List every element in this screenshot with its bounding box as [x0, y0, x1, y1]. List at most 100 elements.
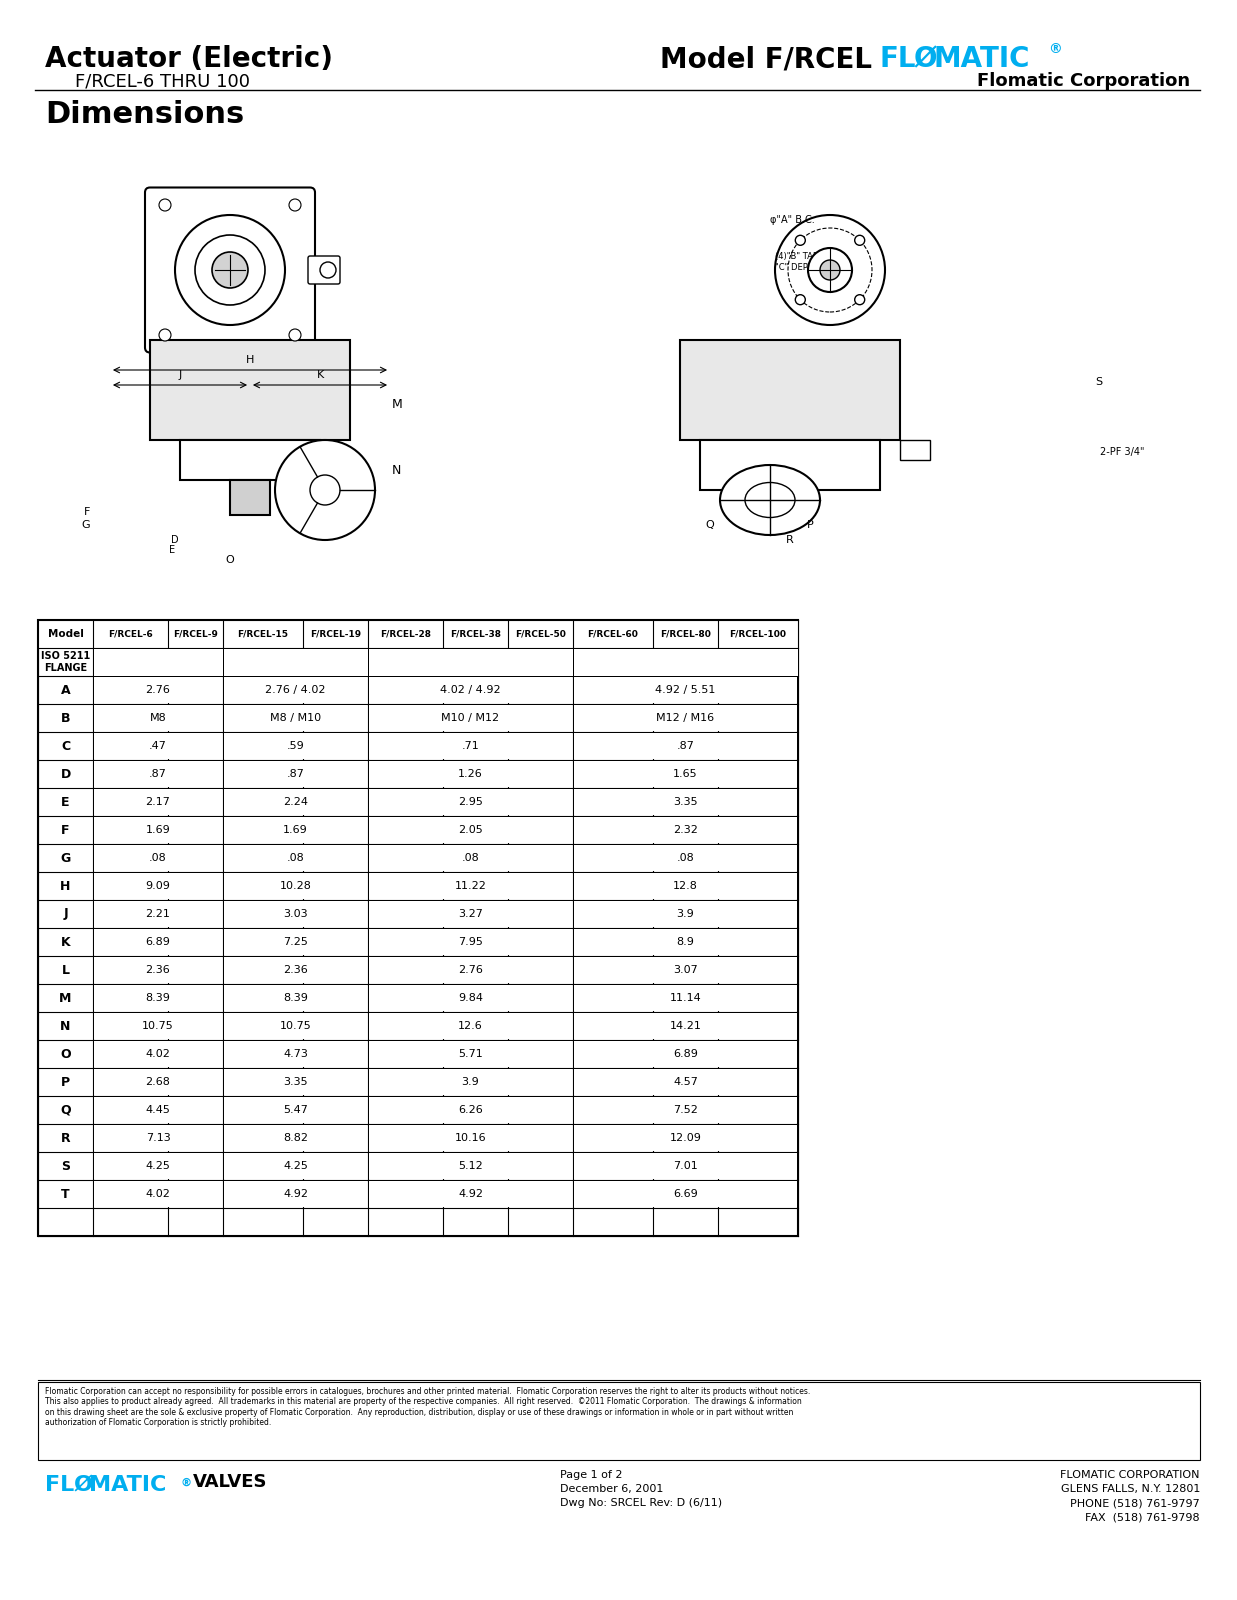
Bar	[574, 874, 797, 899]
Text: 7.52: 7.52	[673, 1106, 698, 1115]
Text: Ø: Ø	[73, 1475, 92, 1494]
Text: 1.65: 1.65	[673, 770, 698, 779]
Text: 10.16: 10.16	[455, 1133, 486, 1142]
Bar	[224, 733, 367, 760]
Text: 6.89: 6.89	[146, 938, 171, 947]
Bar	[224, 677, 367, 704]
Bar	[574, 1152, 797, 1179]
Text: 2.24: 2.24	[283, 797, 308, 806]
Bar	[574, 733, 797, 760]
Text: F/RCEL-6 THRU 100: F/RCEL-6 THRU 100	[75, 72, 250, 90]
Text: 5.71: 5.71	[458, 1050, 482, 1059]
Text: K: K	[317, 370, 324, 379]
Bar	[574, 650, 797, 675]
Text: 7.01: 7.01	[673, 1162, 698, 1171]
Bar	[224, 1042, 367, 1067]
Text: 3.9: 3.9	[461, 1077, 480, 1086]
Bar	[224, 1098, 367, 1123]
Text: .71: .71	[461, 741, 480, 750]
Bar	[369, 677, 573, 704]
Text: 4.02 / 4.92: 4.02 / 4.92	[440, 685, 501, 694]
Bar	[369, 986, 573, 1011]
Text: 3.03: 3.03	[283, 909, 308, 918]
Text: M8 / M10: M8 / M10	[270, 714, 322, 723]
Text: 5.47: 5.47	[283, 1106, 308, 1115]
Bar	[224, 901, 367, 928]
Text: 2.95: 2.95	[458, 797, 482, 806]
Polygon shape	[150, 341, 350, 440]
Bar	[369, 650, 573, 675]
Text: 2.21: 2.21	[146, 909, 171, 918]
Text: 2.76 / 4.02: 2.76 / 4.02	[265, 685, 325, 694]
Bar	[574, 704, 797, 731]
Bar	[224, 986, 367, 1011]
Text: 12.6: 12.6	[458, 1021, 482, 1030]
Text: 2.76: 2.76	[458, 965, 482, 974]
Text: 11.22: 11.22	[454, 882, 486, 891]
Bar	[94, 762, 223, 787]
Circle shape	[212, 251, 247, 288]
Text: 6.26: 6.26	[458, 1106, 482, 1115]
Bar	[574, 928, 797, 955]
Bar	[369, 957, 573, 982]
Text: J: J	[178, 370, 182, 379]
FancyBboxPatch shape	[308, 256, 340, 285]
Bar	[224, 789, 367, 816]
Circle shape	[820, 259, 840, 280]
Circle shape	[795, 235, 805, 245]
Text: H: H	[246, 355, 254, 365]
Text: M12 / M16: M12 / M16	[657, 714, 715, 723]
Bar	[94, 1152, 223, 1179]
Text: F/RCEL-28: F/RCEL-28	[380, 629, 430, 638]
Bar	[574, 816, 797, 843]
Text: L: L	[62, 963, 69, 976]
Bar	[369, 762, 573, 787]
Bar	[94, 677, 223, 704]
Circle shape	[275, 440, 375, 541]
Text: 8.39: 8.39	[146, 994, 171, 1003]
Text: FL: FL	[880, 45, 917, 74]
Text: R: R	[61, 1131, 71, 1144]
Text: FLOMATIC CORPORATION
GLENS FALLS, N.Y. 12801
PHONE (518) 761-9797
FAX  (518) 761: FLOMATIC CORPORATION GLENS FALLS, N.Y. 1…	[1060, 1470, 1200, 1522]
Polygon shape	[680, 341, 901, 440]
Text: C: C	[61, 739, 71, 752]
Circle shape	[310, 475, 340, 506]
Text: F-10/F-12: F-10/F-12	[448, 658, 494, 667]
Ellipse shape	[720, 466, 820, 534]
Text: M: M	[392, 398, 403, 411]
Bar	[574, 762, 797, 787]
Bar	[224, 816, 367, 843]
Bar	[94, 816, 223, 843]
Text: 6.89: 6.89	[673, 1050, 698, 1059]
Bar	[369, 789, 573, 816]
Text: F/RCEL-15: F/RCEL-15	[238, 629, 288, 638]
Text: E: E	[169, 546, 176, 555]
Text: M10 / M12: M10 / M12	[442, 714, 500, 723]
Text: 3.9: 3.9	[677, 909, 694, 918]
Bar	[369, 648, 573, 675]
Bar	[224, 648, 367, 675]
Text: 3.27: 3.27	[458, 909, 482, 918]
Bar	[224, 957, 367, 982]
Bar	[38, 1382, 1200, 1459]
Bar	[224, 1152, 367, 1179]
Bar	[224, 845, 367, 870]
Circle shape	[289, 198, 301, 211]
Text: 1.69: 1.69	[283, 826, 308, 835]
Text: F/RCEL-19: F/RCEL-19	[310, 629, 361, 638]
Text: Flomatic Corporation: Flomatic Corporation	[977, 72, 1190, 90]
Bar	[369, 874, 573, 899]
Bar	[94, 928, 223, 955]
Circle shape	[160, 198, 171, 211]
Text: 4.73: 4.73	[283, 1050, 308, 1059]
Text: F: F	[62, 824, 69, 837]
Text: 2.36: 2.36	[146, 965, 171, 974]
Text: 12.09: 12.09	[669, 1133, 701, 1142]
Text: 2.05: 2.05	[458, 826, 482, 835]
Text: K: K	[61, 936, 71, 949]
Text: 4.92: 4.92	[458, 1189, 482, 1198]
Text: .08: .08	[287, 853, 304, 862]
Bar	[94, 1013, 223, 1040]
Text: φ"A" B.C.: φ"A" B.C.	[769, 214, 815, 226]
Text: 4.92: 4.92	[283, 1189, 308, 1198]
